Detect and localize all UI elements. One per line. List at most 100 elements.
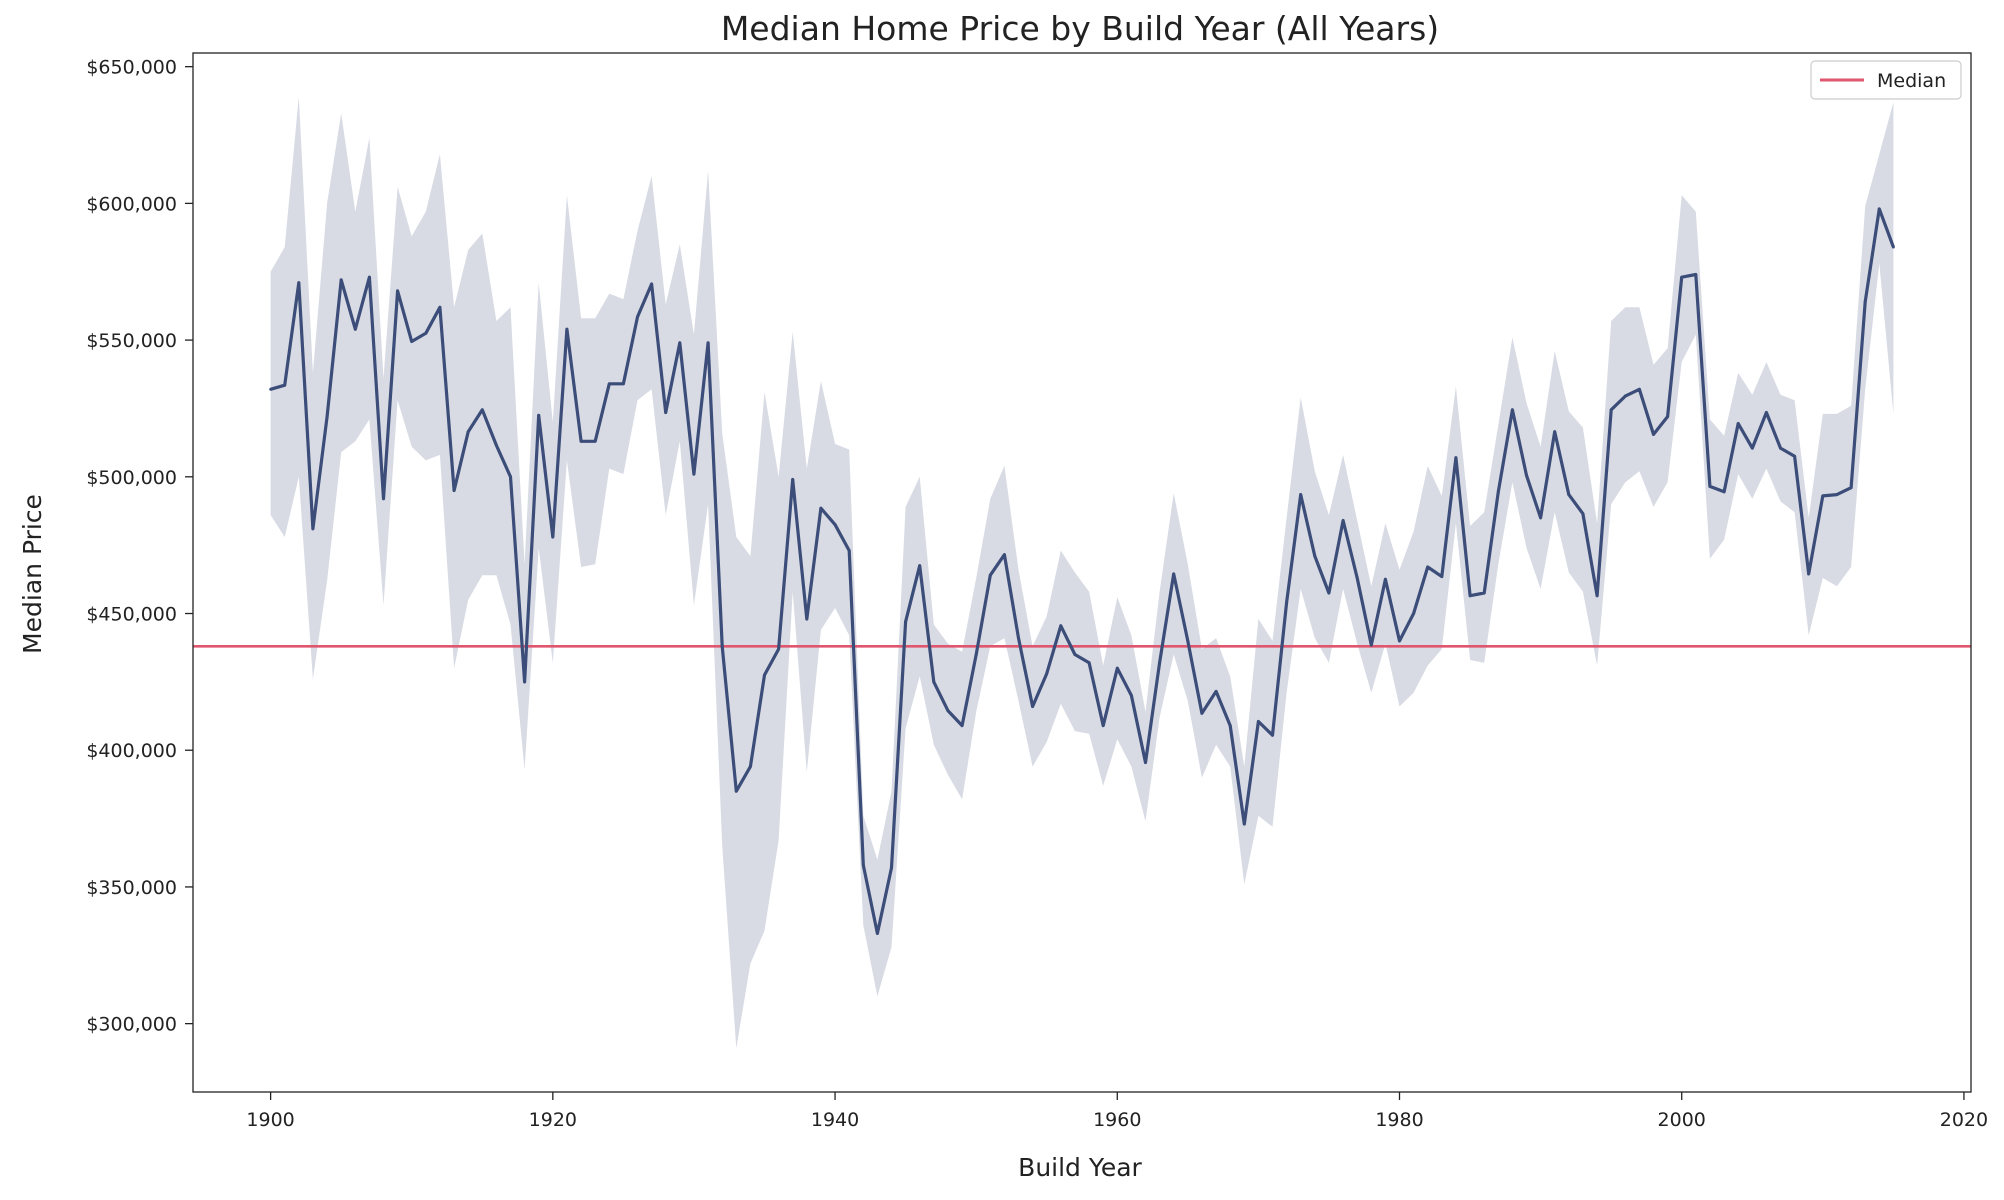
- x-tick-label: 2020: [1940, 1109, 1988, 1131]
- data-point: [734, 789, 738, 793]
- data-point: [692, 472, 696, 476]
- data-point: [622, 382, 625, 386]
- data-point: [1299, 493, 1303, 496]
- data-point: [777, 647, 780, 651]
- data-point: [720, 644, 724, 648]
- data-point: [607, 382, 611, 386]
- data-point: [1242, 822, 1246, 826]
- data-point: [1144, 761, 1147, 764]
- confidence-band: [270, 96, 1894, 1049]
- data-point: [297, 281, 301, 285]
- data-point: [1736, 422, 1740, 425]
- data-point: [1765, 411, 1768, 414]
- data-point: [1680, 275, 1684, 279]
- y-axis-title: Median Price: [18, 494, 47, 654]
- data-point: [1525, 474, 1528, 477]
- data-point: [438, 305, 442, 309]
- y-tick-label: $400,000: [86, 740, 177, 762]
- series-line: [270, 207, 1895, 936]
- data-point: [523, 680, 526, 684]
- data-point: [1073, 653, 1077, 656]
- data-point: [1115, 666, 1119, 670]
- data-point: [1130, 694, 1133, 697]
- chart-title: Median Home Price by Build Year (All Yea…: [721, 9, 1439, 48]
- legend-label-median: Median: [1877, 70, 1946, 92]
- data-point: [1398, 639, 1401, 643]
- data-point: [763, 673, 766, 677]
- x-tick-label: 1920: [529, 1109, 577, 1131]
- data-point: [495, 444, 498, 447]
- data-point: [1059, 624, 1063, 628]
- data-point: [1750, 446, 1754, 450]
- data-point: [1468, 594, 1472, 598]
- data-point: [565, 327, 569, 331]
- data-point: [876, 932, 879, 935]
- data-point: [1877, 207, 1881, 211]
- data-point: [932, 680, 936, 684]
- data-point: [861, 863, 865, 867]
- data-point: [833, 523, 837, 527]
- data-point: [1722, 490, 1726, 494]
- y-axis: $300,000 $350,000 $400,000 $450,000 $500,000…: [86, 57, 193, 1036]
- y-tick-label: $450,000: [86, 604, 177, 626]
- x-tick-label: 2000: [1658, 1109, 1706, 1131]
- y-tick-label: $500,000: [86, 467, 177, 489]
- data-point: [1341, 519, 1345, 522]
- data-point: [1327, 591, 1331, 595]
- data-point: [1821, 494, 1825, 498]
- legend-box: [1810, 60, 1962, 100]
- data-point: [1355, 576, 1359, 580]
- data-point: [1863, 300, 1867, 304]
- y-tick-label: $350,000: [86, 877, 177, 899]
- data-point: [749, 765, 752, 768]
- data-point: [424, 331, 428, 335]
- data-point: [1779, 446, 1782, 450]
- data-point: [1412, 612, 1415, 615]
- data-point: [1186, 639, 1190, 643]
- x-tick-label: 1900: [246, 1109, 294, 1131]
- data-point: [1581, 512, 1585, 516]
- data-point: [918, 564, 922, 568]
- data-point: [1652, 433, 1655, 436]
- data-point: [1172, 572, 1176, 576]
- data-point: [1440, 575, 1444, 578]
- data-point: [283, 383, 287, 387]
- data-point: [1426, 565, 1430, 569]
- data-point: [847, 549, 851, 552]
- data-point: [974, 653, 978, 656]
- data-point: [466, 430, 470, 434]
- data-point: [1892, 245, 1895, 249]
- data-point: [1539, 516, 1542, 520]
- legend: Median: [1810, 60, 1962, 100]
- data-point: [339, 278, 343, 282]
- data-point: [1666, 415, 1669, 418]
- data-point: [1482, 591, 1486, 595]
- data-point: [1835, 493, 1839, 496]
- data-point: [452, 489, 456, 492]
- series-line-layer: [269, 207, 1895, 936]
- data-point: [1849, 486, 1853, 490]
- data-point: [1228, 724, 1232, 727]
- data-point: [904, 620, 907, 624]
- data-point: [579, 439, 583, 443]
- data-point: [1384, 577, 1387, 581]
- data-point: [805, 617, 809, 621]
- data-point: [1694, 273, 1698, 276]
- data-point: [509, 475, 512, 479]
- data-point: [1638, 387, 1641, 391]
- data-point: [593, 439, 597, 443]
- data-point: [1511, 408, 1514, 412]
- y-tick-label: $650,000: [86, 57, 177, 79]
- data-point: [1313, 554, 1317, 558]
- data-point: [960, 724, 964, 727]
- data-point: [1285, 601, 1288, 604]
- data-point: [368, 275, 371, 279]
- data-point: [1595, 594, 1599, 598]
- data-point: [1087, 661, 1091, 665]
- data-point: [551, 535, 555, 539]
- data-point: [1271, 733, 1274, 737]
- data-point: [636, 315, 639, 319]
- data-point: [1807, 572, 1811, 576]
